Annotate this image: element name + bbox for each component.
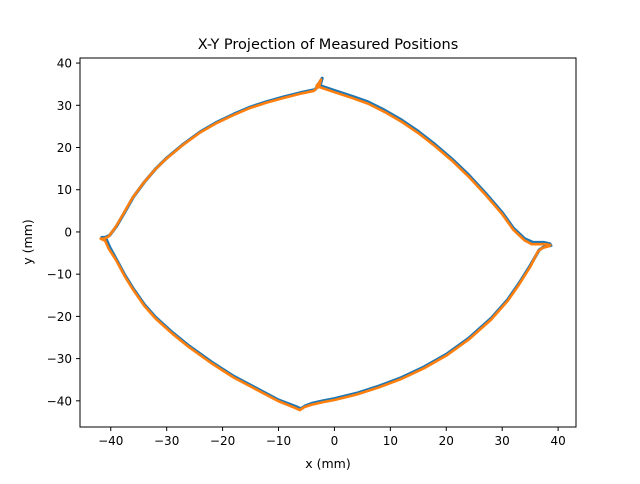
y-axis-label: y (mm): [20, 219, 35, 264]
x-tick-label: −30: [154, 434, 179, 448]
x-tick-label: 40: [550, 434, 565, 448]
y-tick-label: −40: [47, 394, 72, 408]
x-tick-label: −10: [266, 434, 291, 448]
y-tick-label: −10: [47, 268, 72, 282]
x-tick-label: 20: [439, 434, 454, 448]
x-tick-label: 0: [331, 434, 339, 448]
x-axis-label: x (mm): [305, 456, 350, 471]
x-tick-label: −40: [98, 434, 123, 448]
x-axis: −40 −30 −20 −10 0 10 20 30 40: [98, 427, 566, 448]
chart-title: X-Y Projection of Measured Positions: [198, 37, 459, 53]
x-tick-label: −20: [210, 434, 235, 448]
y-tick-label: 0: [64, 225, 72, 239]
y-tick-label: 40: [57, 57, 72, 71]
y-tick-label: 10: [57, 183, 72, 197]
series-line-2: [99, 78, 552, 412]
x-tick-label: 30: [495, 434, 510, 448]
y-tick-label: 20: [57, 141, 72, 155]
y-tick-label: −20: [47, 310, 72, 324]
y-axis: −40 −30 −20 −10 0 10 20 30 40: [47, 57, 80, 408]
y-tick-label: −30: [47, 352, 72, 366]
y-tick-label: 30: [57, 99, 72, 113]
plot-area: [99, 76, 553, 412]
axes-frame: [79, 57, 577, 428]
x-tick-label: 10: [383, 434, 398, 448]
